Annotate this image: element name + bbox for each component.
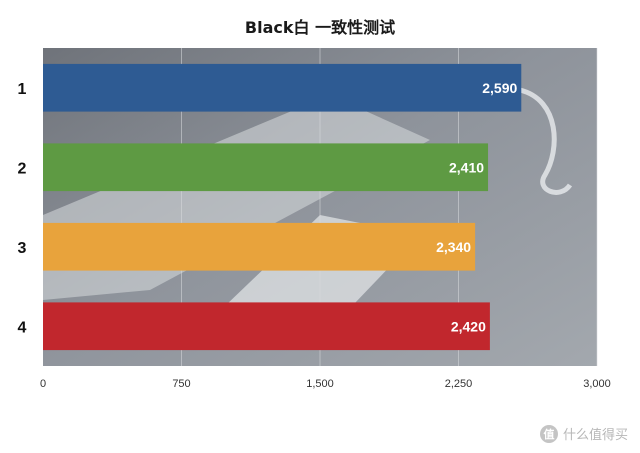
category-labels: 1 2 3 4 [18, 81, 27, 337]
category-label: 3 [18, 240, 27, 257]
x-tick-label: 1,500 [306, 378, 334, 390]
bar-value-label: 2,410 [449, 159, 484, 175]
chart-title: Black白 一致性测试 [244, 18, 396, 37]
x-tick-label: 3,000 [583, 378, 611, 390]
x-tick-label: 0 [40, 378, 46, 390]
bar [43, 143, 489, 192]
x-axis-tick-labels: 0 750 1,500 2,250 3,000 [40, 378, 611, 390]
bar [43, 63, 522, 112]
bar-value-labels: 2,590 2,410 2,340 2,420 [436, 80, 517, 335]
bar-value-label: 2,590 [482, 80, 517, 96]
watermark: 值 什么值得买 [539, 424, 628, 443]
x-tick-label: 2,250 [445, 378, 473, 390]
bar [43, 222, 476, 271]
bar-value-label: 2,420 [451, 318, 486, 334]
watermark-text: 什么值得买 [562, 428, 628, 443]
category-label: 1 [18, 81, 27, 98]
bars [43, 63, 522, 351]
bar-value-label: 2,340 [436, 239, 471, 255]
x-tick-label: 750 [172, 378, 190, 390]
watermark-logo-icon: 值 [539, 424, 558, 443]
category-label: 2 [18, 160, 27, 177]
bar [43, 302, 490, 351]
category-label: 4 [18, 319, 27, 336]
